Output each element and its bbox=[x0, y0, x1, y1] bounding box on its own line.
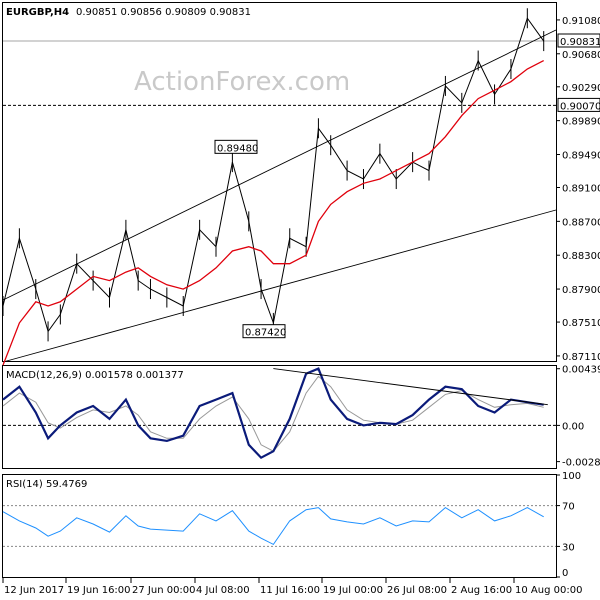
price-axis-label: 0.88700 bbox=[562, 217, 600, 228]
time-axis-label: 4 Jul 08:00 bbox=[196, 585, 250, 596]
level-label: 0.90070 bbox=[560, 101, 600, 112]
price-header-ohlc: 0.90851 0.90856 0.90809 0.90831 bbox=[76, 7, 251, 18]
time-axis-label: 10 Aug 00:00 bbox=[515, 585, 582, 596]
price-axis-label: 0.87900 bbox=[562, 285, 600, 296]
rsi-panel[interactable] bbox=[2, 474, 557, 578]
price-annotations: 0.89480 0.87420 bbox=[214, 139, 286, 339]
time-axis-label: 11 Jul 16:00 bbox=[260, 585, 320, 596]
price-axis-label: 0.91080 bbox=[562, 16, 600, 27]
price-axis-label: 0.87510 bbox=[562, 318, 600, 329]
annotation-label: 0.87420 bbox=[245, 328, 286, 339]
current-price-label: 0.90831 bbox=[560, 37, 600, 48]
time-axis-label: 2 Aug 16:00 bbox=[451, 585, 512, 596]
rsi-line bbox=[2, 506, 544, 546]
macd-series bbox=[2, 367, 556, 460]
time-axis-label: 19 Jul 00:00 bbox=[323, 585, 383, 596]
price-axis-label: 0.90290 bbox=[562, 83, 600, 94]
watermark: ActionForex.com bbox=[134, 67, 350, 97]
macd-line bbox=[2, 367, 544, 460]
moving-average bbox=[2, 60, 544, 366]
price-panel[interactable] bbox=[2, 2, 557, 362]
current-price-box bbox=[557, 33, 600, 48]
rsi-axis-label: 0 bbox=[562, 568, 568, 579]
time-axis-label: 26 Jul 08:00 bbox=[387, 585, 447, 596]
rsi-axis-label: 70 bbox=[562, 502, 575, 513]
price-axis: 0.91080 0.90680 0.90290 0.89890 0.89490 0.891… bbox=[556, 16, 600, 363]
time-axis: 12 Jun 2017 19 Jun 16:00 27 Jun 00:00 4 Jul… bbox=[2, 578, 582, 596]
price-axis-label: 0.89100 bbox=[562, 184, 600, 195]
annotation-box bbox=[242, 324, 286, 339]
annotation-box bbox=[214, 139, 258, 154]
price-axis-label: 0.90680 bbox=[562, 50, 600, 61]
level-label-box bbox=[557, 97, 600, 112]
macd-axis-label: 0.00439 bbox=[562, 365, 600, 376]
rsi-header: RSI(14) 59.4769 bbox=[6, 479, 87, 490]
ma-line bbox=[2, 60, 544, 366]
price-series bbox=[2, 8, 545, 342]
price-axis-label: 0.87110 bbox=[562, 352, 600, 363]
macd-header: MACD(12,26,9) 0.001578 0.001377 bbox=[6, 370, 184, 381]
price-axis-label: 0.89890 bbox=[562, 117, 600, 128]
price-axis-label: 0.88300 bbox=[562, 251, 600, 262]
rsi-axis-label: 30 bbox=[562, 542, 575, 553]
macd-signal-line bbox=[2, 375, 544, 452]
level-lines: 0.90070 0.90831 bbox=[3, 33, 600, 112]
macd-axis-label: 0.00 bbox=[562, 421, 584, 432]
annotation-label: 0.89480 bbox=[217, 143, 258, 154]
rsi-series bbox=[2, 505, 556, 547]
rsi-axis-label: 100 bbox=[562, 471, 581, 482]
price-close-line bbox=[2, 17, 545, 333]
time-axis-label: 27 Jun 00:00 bbox=[132, 585, 196, 596]
time-axis-label: 12 Jun 2017 bbox=[4, 585, 64, 596]
macd-trendline bbox=[273, 368, 548, 406]
price-header-symbol: EURGBP,H4 bbox=[6, 7, 69, 18]
channel-lines bbox=[2, 29, 557, 363]
macd-axis-label: -0.002805 bbox=[562, 458, 600, 469]
time-axis-label: 19 Jun 16:00 bbox=[67, 585, 131, 596]
channel-lower-line bbox=[2, 209, 557, 363]
macd-panel[interactable] bbox=[2, 365, 557, 469]
price-axis-label: 0.89490 bbox=[562, 150, 600, 161]
channel-upper-line bbox=[2, 29, 557, 301]
macd-axis: 0.00439 0.00 -0.002805 bbox=[556, 365, 600, 469]
rsi-axis: 100 70 30 0 bbox=[556, 471, 581, 579]
